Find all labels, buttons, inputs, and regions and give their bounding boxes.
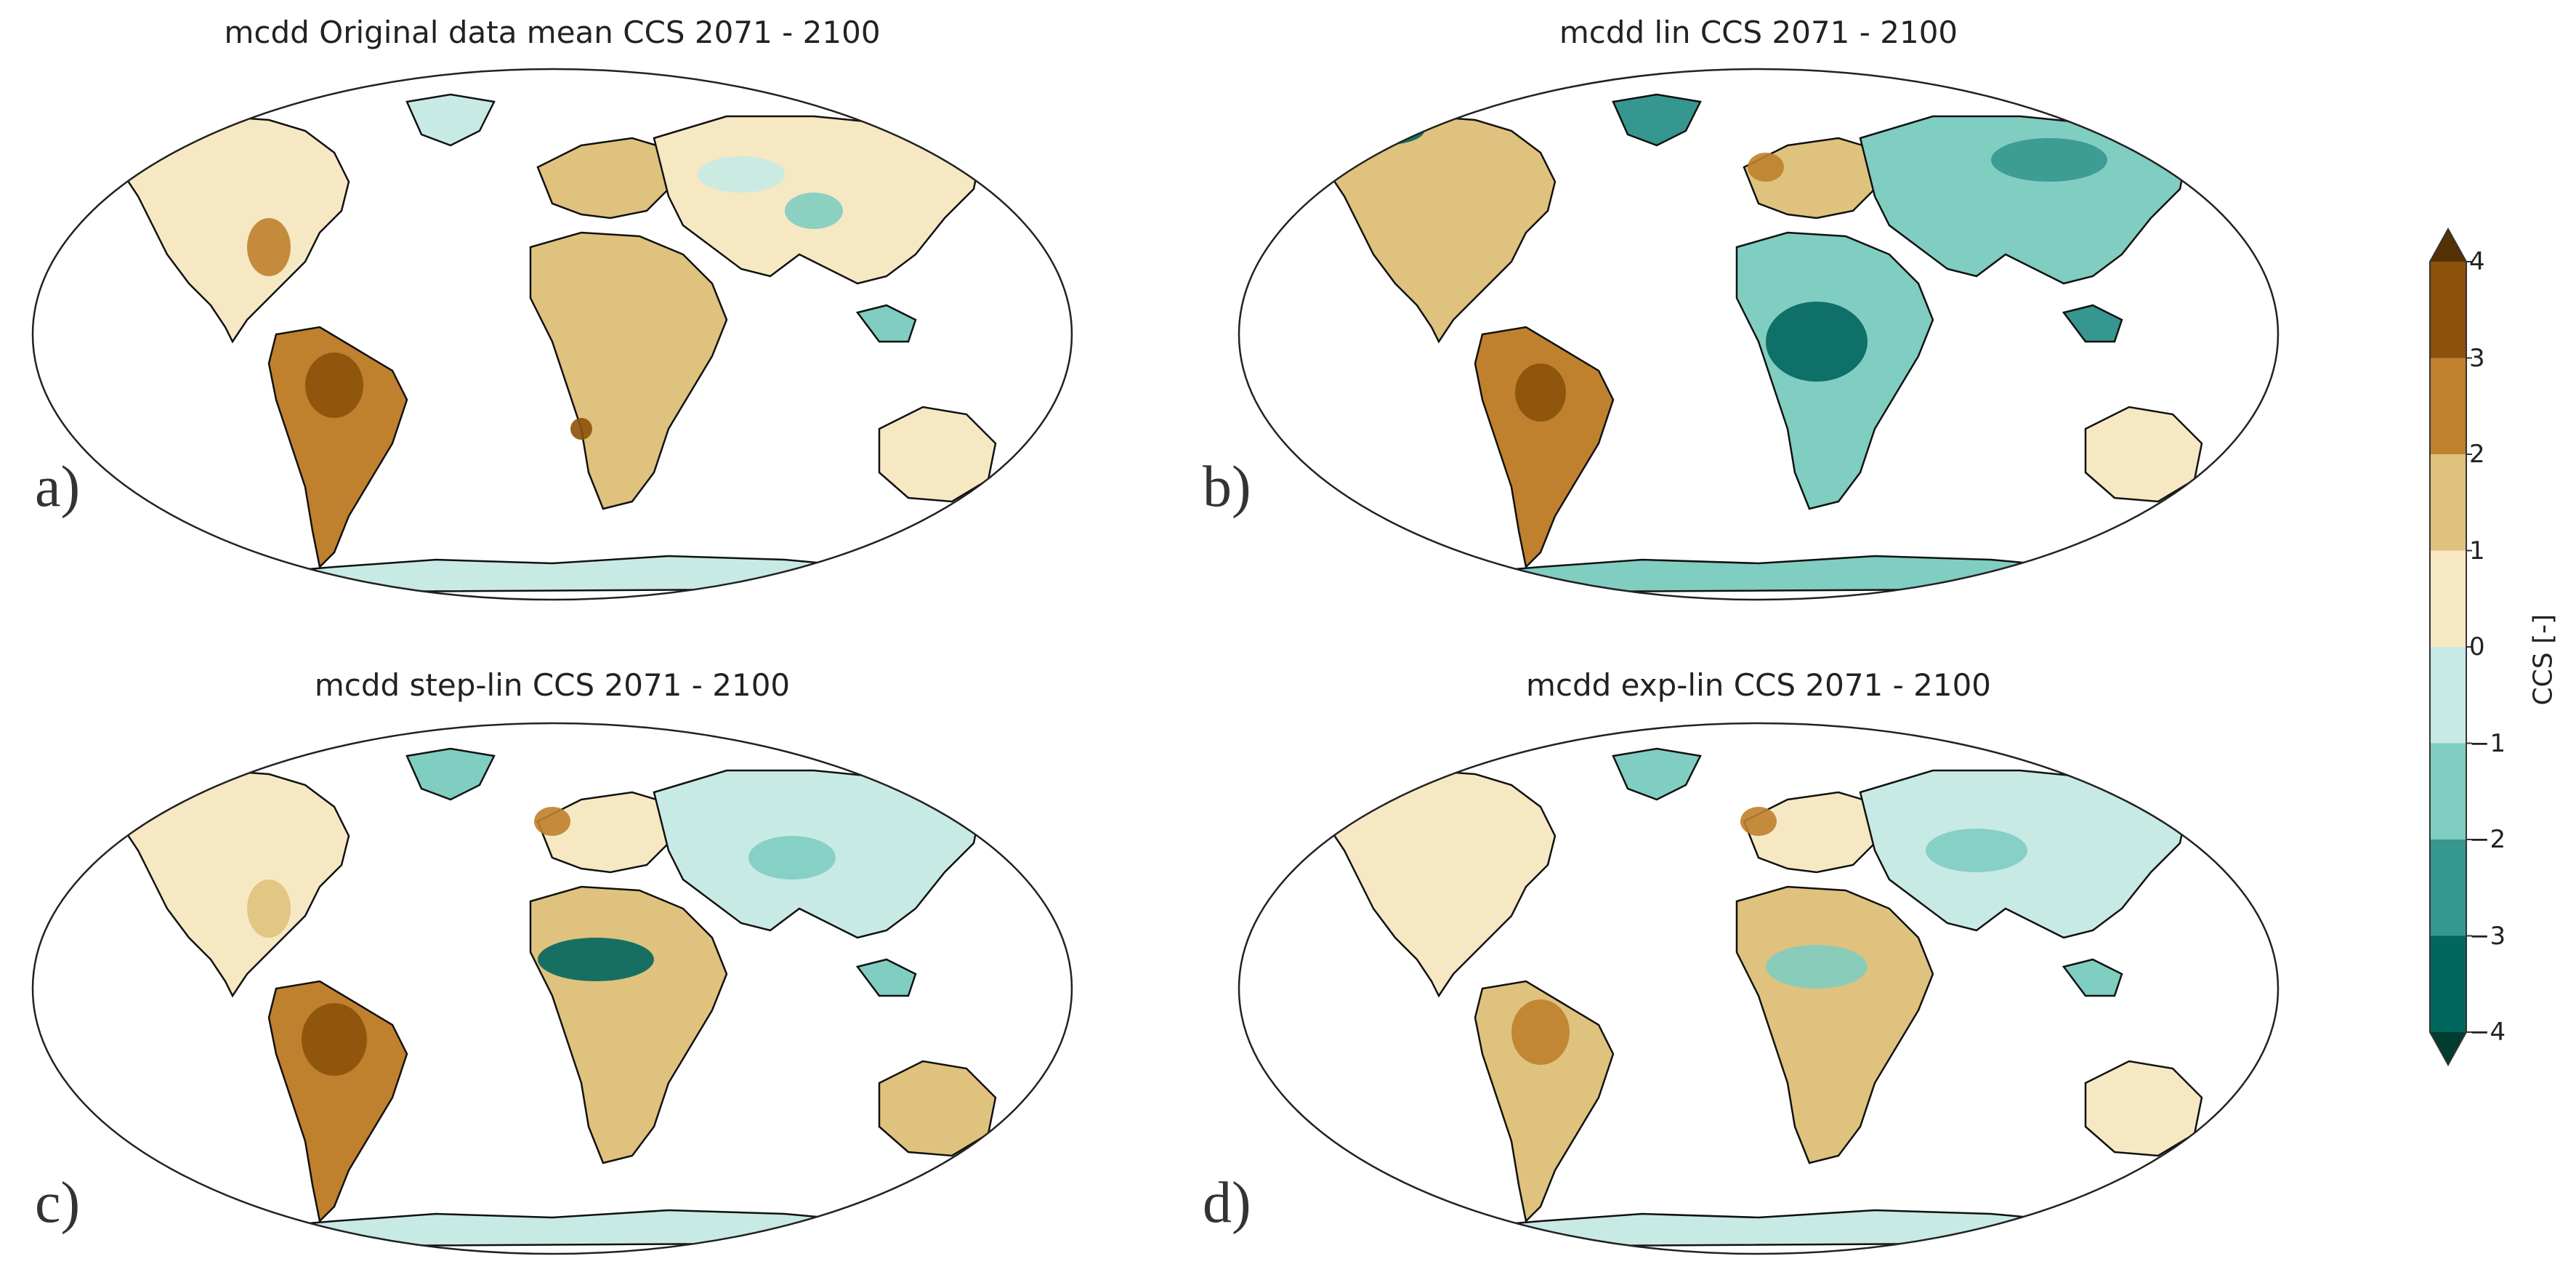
panel-c-letter: c)	[35, 1171, 81, 1235]
land-seAsia	[2062, 304, 2123, 343]
land-northAmerica	[1328, 115, 1556, 344]
map-frame	[1237, 68, 2280, 601]
land-europe	[1743, 791, 1876, 874]
shading-region	[1748, 153, 1784, 182]
colorbar-segment	[2430, 454, 2466, 551]
colorbar-scale	[2429, 227, 2472, 1067]
land-europe	[536, 791, 670, 874]
shading-region	[1962, 1233, 2049, 1241]
panel-b-title: mcdd lin CCS 2071 - 2100	[1559, 15, 1958, 50]
colorbar-tick-label: 0	[2469, 632, 2485, 661]
land-antarctica	[246, 1209, 873, 1248]
panel-c-title: mcdd step-lin CCS 2071 - 2100	[314, 667, 791, 703]
land-northAmerica	[1328, 769, 1556, 998]
land-greenland	[405, 93, 496, 147]
colorbar-segment	[2430, 935, 2466, 1032]
land-antarctica	[1452, 1209, 2080, 1248]
land-northAmerica	[122, 115, 350, 344]
panel-b-letter: b)	[1203, 455, 1251, 519]
colorbar-segment	[2430, 840, 2466, 936]
land-africa	[529, 885, 728, 1164]
colorbar-tick-label: −3	[2469, 921, 2506, 951]
land-southAmerica	[267, 326, 408, 569]
shading-region	[570, 418, 592, 440]
shading-region	[698, 156, 785, 193]
colorbar-tick-label: −1	[2469, 728, 2506, 758]
land-africa	[529, 231, 728, 510]
colorbar-tick-label: 4	[2469, 247, 2485, 276]
land-antarctica	[1452, 555, 2080, 594]
colorbar-label: CCS [-]	[2528, 613, 2559, 706]
land-europe	[536, 137, 670, 220]
land-seAsia	[855, 958, 917, 997]
colorbar-extend-bottom	[2430, 1032, 2466, 1065]
panel-a-map	[31, 68, 1073, 601]
colorbar-segment	[2430, 262, 2466, 358]
land-northAmerica	[122, 769, 350, 998]
panel-a-letter: a)	[35, 455, 81, 519]
shading-region	[748, 836, 836, 880]
shading-region	[785, 193, 843, 229]
panel-b-map	[1237, 68, 2280, 601]
land-seAsia	[2062, 958, 2123, 997]
shading-region	[1337, 116, 1424, 145]
colorbar-tick-label: 3	[2469, 343, 2485, 373]
land-southAmerica	[1474, 326, 1615, 569]
shading-region	[538, 938, 654, 981]
colorbar-segment	[2430, 358, 2466, 454]
shading-region	[1511, 999, 1570, 1065]
land-greenland	[1612, 93, 1702, 147]
shading-region	[1515, 363, 1566, 422]
shading-region	[1740, 807, 1777, 836]
shading-region	[1766, 945, 1868, 989]
map-frame	[31, 68, 1073, 601]
colorbar-segment	[2430, 647, 2466, 744]
shading-region	[534, 807, 570, 836]
shading-region	[247, 218, 291, 276]
land-greenland	[1612, 747, 1702, 801]
colorbar-tick-label: 2	[2469, 440, 2485, 469]
colorbar-extend-top	[2430, 229, 2466, 262]
land-antarctica	[246, 555, 873, 594]
land-southAmerica	[1474, 980, 1615, 1223]
colorbar-tick-label: 1	[2469, 536, 2485, 565]
shading-region	[1991, 138, 2107, 182]
panel-a-title: mcdd Original data mean CCS 2071 - 2100	[224, 15, 881, 50]
land-seAsia	[855, 304, 917, 343]
shading-region	[1766, 302, 1868, 382]
colorbar-segment	[2430, 550, 2466, 647]
panel-d-map	[1237, 722, 2280, 1255]
shading-region	[305, 353, 363, 418]
map-frame	[1237, 722, 2280, 1255]
shading-region	[1926, 829, 2027, 872]
colorbar-segment	[2430, 743, 2466, 840]
land-greenland	[405, 747, 496, 801]
panel-d-letter: d)	[1203, 1171, 1251, 1235]
panel-c-map	[31, 722, 1073, 1255]
map-frame	[31, 722, 1073, 1255]
shading-region	[302, 1003, 367, 1076]
colorbar-tick-label: −2	[2469, 825, 2506, 854]
land-africa	[1735, 885, 1934, 1164]
panel-d-title: mcdd exp-lin CCS 2071 - 2100	[1525, 667, 1992, 703]
shading-region	[247, 880, 291, 938]
colorbar-tick-label: −4	[2469, 1018, 2506, 1047]
